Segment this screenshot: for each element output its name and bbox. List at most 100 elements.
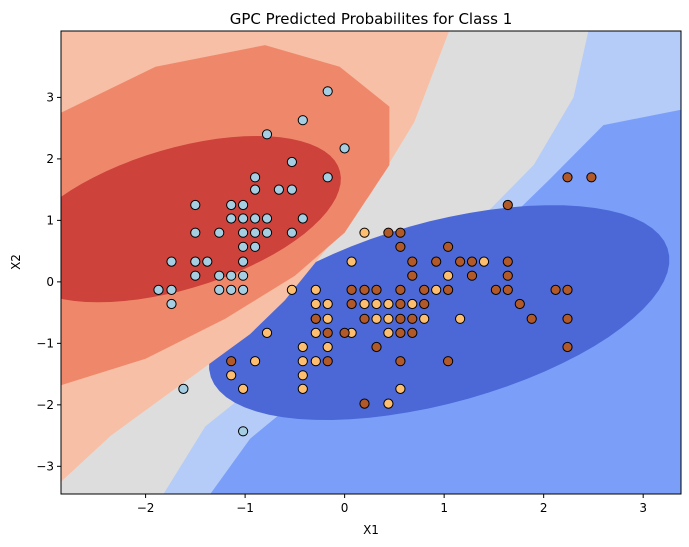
y-tick-label: 0 [46,275,54,289]
data-point-series-1 [166,298,177,310]
data-point-series-3 [322,327,333,338]
data-point-series-3 [443,284,454,295]
data-point-series-1 [226,199,237,211]
data-point-series-2 [383,298,394,310]
data-point-series-3 [226,356,237,367]
data-point-series-3 [395,284,406,295]
data-point-series-3 [371,341,382,353]
data-point-series-1 [322,172,333,183]
data-point-series-3 [502,284,513,295]
data-point-series-1 [166,256,177,267]
data-point-series-2 [310,327,321,338]
contour-region-level-7 [61,136,341,303]
y-axis-label: X2 [9,254,23,270]
data-point-series-2 [395,383,406,394]
data-point-series-2 [322,313,333,324]
data-point-series-1 [226,270,237,281]
data-point-series-2 [346,256,357,267]
data-point-series-3 [490,284,501,295]
data-point-series-3 [395,298,406,310]
data-point-series-2 [359,298,370,310]
data-point-series-3 [419,298,430,310]
data-point-series-1 [286,227,297,238]
data-point-series-1 [178,383,189,394]
data-point-series-1 [238,256,249,267]
data-point-series-3 [466,256,478,267]
data-point-series-3 [514,298,525,310]
data-point-series-3 [310,313,321,324]
data-point-series-1 [297,213,308,224]
data-point-series-3 [443,241,454,252]
data-point-series-3 [339,327,350,338]
data-point-series-2 [310,356,321,367]
data-point-series-1 [190,227,201,238]
data-point-series-3 [395,313,406,324]
data-point-series-2 [383,398,394,409]
y-tick-label: −1 [36,336,54,350]
data-point-series-1 [238,426,249,437]
data-point-series-2 [250,356,261,367]
data-point-series-3 [407,270,418,281]
data-point-series-1 [226,284,237,295]
y-tick-label: −2 [36,398,54,412]
chart-title: GPC Predicted Probabilites for Class 1 [230,10,513,28]
data-point-series-3 [407,256,418,267]
data-point-series-3 [359,313,370,324]
data-point-series-2 [371,313,382,324]
x-tick-label: 1 [440,501,448,515]
data-point-series-3 [407,327,418,338]
data-point-series-1 [190,270,201,281]
data-point-series-2 [431,284,442,295]
y-tick-label: −3 [36,459,54,473]
data-point-series-2 [238,383,249,394]
data-point-series-3 [502,256,513,267]
data-point-series-3 [431,256,442,267]
x-axis-label: X1 [363,523,379,537]
data-point-series-1 [166,284,177,295]
data-point-series-2 [443,270,454,281]
data-point-series-2 [478,256,490,267]
data-point-series-3 [346,298,357,310]
data-point-series-2 [297,356,308,367]
data-point-series-2 [383,327,394,338]
plot-area [61,31,681,494]
data-point-series-3 [443,356,454,367]
data-point-series-3 [322,356,333,367]
x-tick-label: 0 [341,501,349,515]
data-point-series-1 [322,86,333,97]
data-point-series-3 [455,256,466,267]
data-point-series-1 [190,199,201,211]
data-point-series-2 [226,370,237,381]
data-point-series-3 [395,227,406,238]
data-point-series-2 [322,341,333,353]
data-point-series-1 [214,270,225,281]
y-tick-label: 1 [46,213,54,227]
data-point-series-2 [359,227,370,238]
data-point-series-1 [250,213,261,224]
data-point-series-3 [562,341,573,353]
data-point-series-2 [297,370,308,381]
data-point-series-1 [238,241,249,252]
y-tick-label: 2 [46,152,54,166]
data-point-series-2 [310,298,321,310]
data-point-series-1 [214,227,225,238]
data-point-series-3 [502,199,513,211]
data-point-series-2 [261,327,273,338]
data-point-series-1 [297,115,308,126]
data-point-series-1 [261,227,273,238]
plot-frame [60,30,682,495]
data-point-series-3 [502,270,513,281]
data-point-series-3 [371,284,382,295]
data-point-series-1 [250,227,261,238]
y-tick-label: 3 [46,90,54,104]
data-point-series-3 [395,327,406,338]
data-point-series-3 [466,270,478,281]
data-point-series-1 [238,213,249,224]
data-point-series-1 [214,284,225,295]
x-tick-label: −2 [137,501,155,515]
data-point-series-1 [250,184,261,195]
data-point-series-1 [261,213,273,224]
x-tick-label: −1 [236,501,254,515]
data-point-series-1 [261,129,273,140]
